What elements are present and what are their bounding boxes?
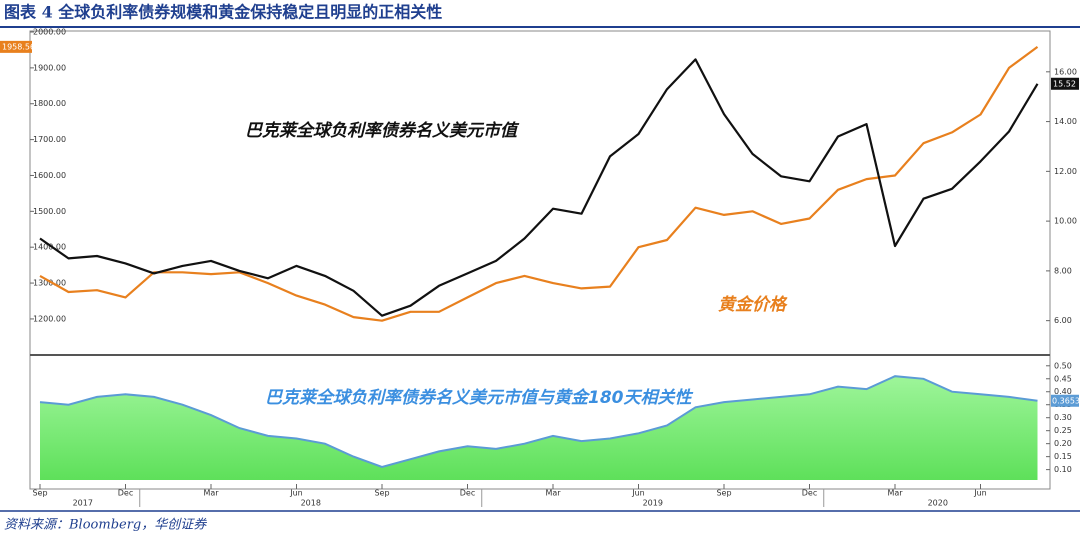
y-tick-label: 0.40 [1054, 387, 1072, 396]
y-tick-label: 1900.00 [33, 63, 66, 72]
source: 资料来源：Bloomberg，华创证券 [4, 518, 207, 533]
y2-tick-label: 14.00 [1054, 117, 1077, 126]
area-fill [40, 376, 1038, 480]
series-line [39, 58, 1039, 317]
y-tick-label: 0.30 [1054, 413, 1072, 422]
year-label: 2019 [643, 499, 663, 508]
x-tick-label: Sep [32, 489, 47, 498]
y2-tick-label: 8.00 [1054, 266, 1072, 275]
y-tick-label: 1500.00 [33, 207, 66, 216]
y-tick-label: 0.10 [1054, 465, 1072, 474]
annotation: 黄金价格 [718, 295, 788, 315]
y-tick-label: 0.20 [1054, 439, 1072, 448]
last-value-label: 1958.56 [2, 42, 35, 51]
last-value-badge [1051, 394, 1079, 407]
y-tick-label: 1800.00 [33, 99, 66, 108]
y2-tick-label: 16.00 [1054, 67, 1077, 76]
y2-tick-label: 10.00 [1054, 217, 1077, 226]
area-line [39, 375, 1038, 469]
series-line [39, 46, 1039, 322]
y-tick-label: 1400.00 [33, 243, 66, 252]
y-tick-label: 1300.00 [33, 279, 66, 288]
x-tick-label: Dec [460, 489, 475, 498]
x-tick-label: Jun [289, 489, 303, 498]
y-tick-label: 1700.00 [33, 135, 66, 144]
y-tick-label: 0.45 [1054, 374, 1072, 383]
y2-tick-label: 6.00 [1054, 316, 1072, 325]
y2-tick-label: 12.00 [1054, 167, 1077, 176]
x-tick-label: Sep [716, 489, 731, 498]
y-tick-label: 2000.00 [33, 28, 66, 37]
chart-title: 图表 4 全球负利率债券规模和黄金保持稳定且明显的正相关性 [4, 3, 442, 22]
year-label: 2018 [301, 499, 321, 508]
annotation: 巴克莱全球负利率债券名义美元市值 [245, 121, 520, 141]
x-tick-label: Mar [203, 489, 219, 498]
y-tick-label: 0.15 [1054, 452, 1072, 461]
last-value-label: 0.3653 [1052, 396, 1080, 405]
y-tick-label: 1200.00 [33, 314, 66, 323]
x-tick-label: Jun [631, 489, 645, 498]
last-value-badge [0, 40, 32, 53]
y-tick-label: 0.25 [1054, 426, 1072, 435]
year-label: 2017 [73, 499, 93, 508]
last-value-badge [1051, 77, 1079, 90]
year-label: 2020 [928, 499, 948, 508]
x-tick-label: Mar [545, 489, 561, 498]
x-tick-label: Mar [887, 489, 903, 498]
x-tick-label: Jun [973, 489, 987, 498]
x-tick-label: Dec [118, 489, 133, 498]
annotation: 巴克莱全球负利率债券名义美元市值与黄金180天相关性 [265, 388, 693, 408]
x-tick-label: Dec [802, 489, 817, 498]
x-tick-label: Sep [374, 489, 389, 498]
y-tick-label: 0.50 [1054, 361, 1072, 370]
y-tick-label: 1600.00 [33, 171, 66, 180]
last-value-label: 15.52 [1053, 79, 1076, 88]
